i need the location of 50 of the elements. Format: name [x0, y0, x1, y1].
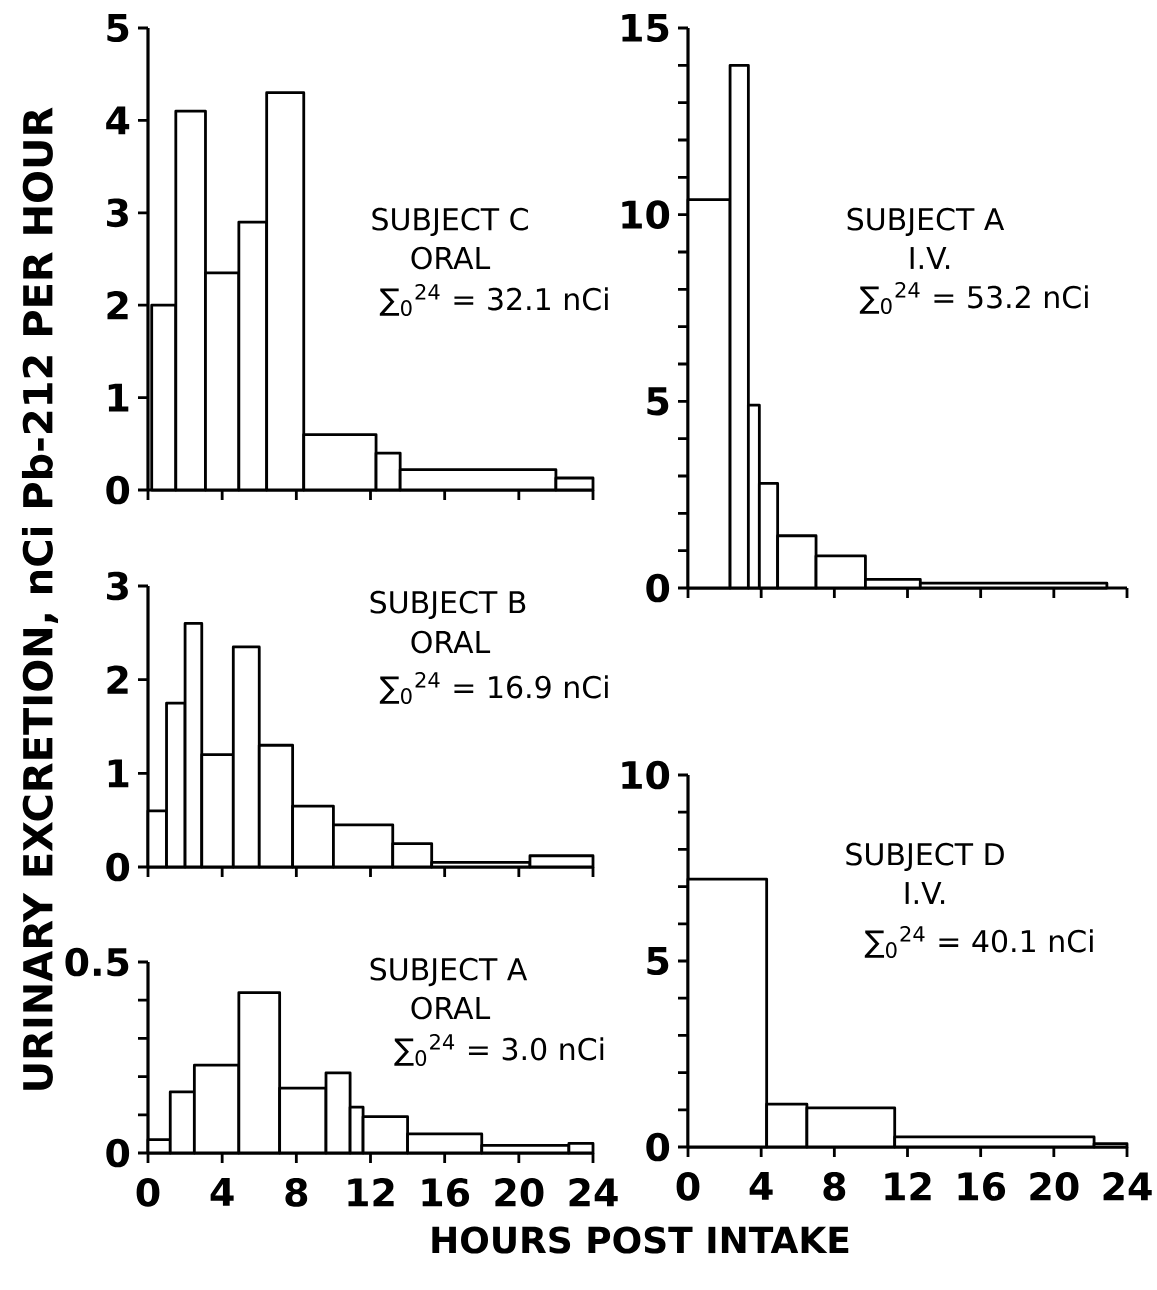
y-tick-label: 5 — [647, 946, 669, 976]
y-tick-label: 0 — [106, 852, 130, 882]
x-tick-label: 12 — [348, 1178, 394, 1207]
text: SUBJECT A — [847, 207, 1005, 237]
x-tick-label: 4 — [210, 1178, 234, 1206]
text: I.V. — [910, 247, 950, 269]
annotation: ∑$_{0}$$^{24}$ = 40.1 nCi — [864, 925, 1093, 958]
y-tick-label: 0 — [106, 475, 130, 505]
y-tick-label: 5 — [107, 13, 129, 43]
y-tick-label: 15 — [622, 13, 669, 43]
y-tick-label: 0 — [106, 1138, 130, 1168]
x-tick-label: 20 — [1030, 1172, 1079, 1201]
text: SUBJECT D — [846, 842, 1004, 872]
text: ORAL — [411, 630, 491, 654]
y-tick-label: 2 — [107, 665, 128, 694]
y-tick-label: 10 — [622, 200, 670, 230]
x-axis-title: HOURS POST INTAKE — [432, 1226, 849, 1254]
chart-title: SUBJECT B — [370, 590, 526, 620]
y-tick-label: 5 — [647, 387, 669, 416]
annotation: ∑$_{0}$$^{24}$ = 16.9 nCi — [379, 672, 608, 704]
x-tick-label: 24 — [569, 1178, 618, 1207]
x-tick-label: 8 — [823, 1172, 846, 1201]
text: SUBJECT C — [372, 207, 528, 237]
text: ORAL — [411, 996, 491, 1020]
text: I.V. — [905, 882, 945, 904]
y-tick-label: 3 — [107, 571, 128, 601]
y-tick-label: 0 — [646, 1132, 670, 1162]
chart-title: SUBJECT A — [370, 957, 528, 987]
text: ORAL — [411, 246, 491, 270]
y-axis-title: URINARY EXCRETION, nCi Pb-212 PER HOUR — [21, 107, 59, 1090]
x-tick-label: 24 — [1103, 1172, 1152, 1201]
x-tick-label: 16 — [422, 1178, 470, 1207]
x-tick-label: 12 — [885, 1172, 931, 1201]
annotation: ∑$_{0}$$^{24}$ = 32.1 nCi — [379, 283, 608, 316]
annotation: ∑$_{0}$$^{24}$ = 53.2 nCi — [859, 281, 1088, 314]
y-tick-label: 0 — [646, 573, 670, 603]
y-tick-label: 10 — [622, 760, 670, 790]
y-tick-label: 1 — [108, 759, 129, 788]
y-tick-label: 0.5 — [65, 947, 129, 977]
x-tick-label: 16 — [958, 1172, 1006, 1201]
y-tick-label: 2 — [107, 291, 128, 320]
x-tick-label: 0 — [136, 1178, 160, 1207]
annotation: ∑$_{0}$$^{24}$ = 3.0 nCi — [394, 1033, 604, 1066]
x-tick-label: 0 — [676, 1172, 700, 1201]
y-tick-label: 4 — [106, 106, 130, 135]
x-tick-label: 8 — [285, 1178, 308, 1207]
x-tick-label: 4 — [749, 1172, 773, 1200]
y-tick-label: 3 — [107, 198, 128, 228]
x-tick-label: 20 — [495, 1178, 544, 1207]
y-tick-label: 1 — [108, 383, 129, 412]
